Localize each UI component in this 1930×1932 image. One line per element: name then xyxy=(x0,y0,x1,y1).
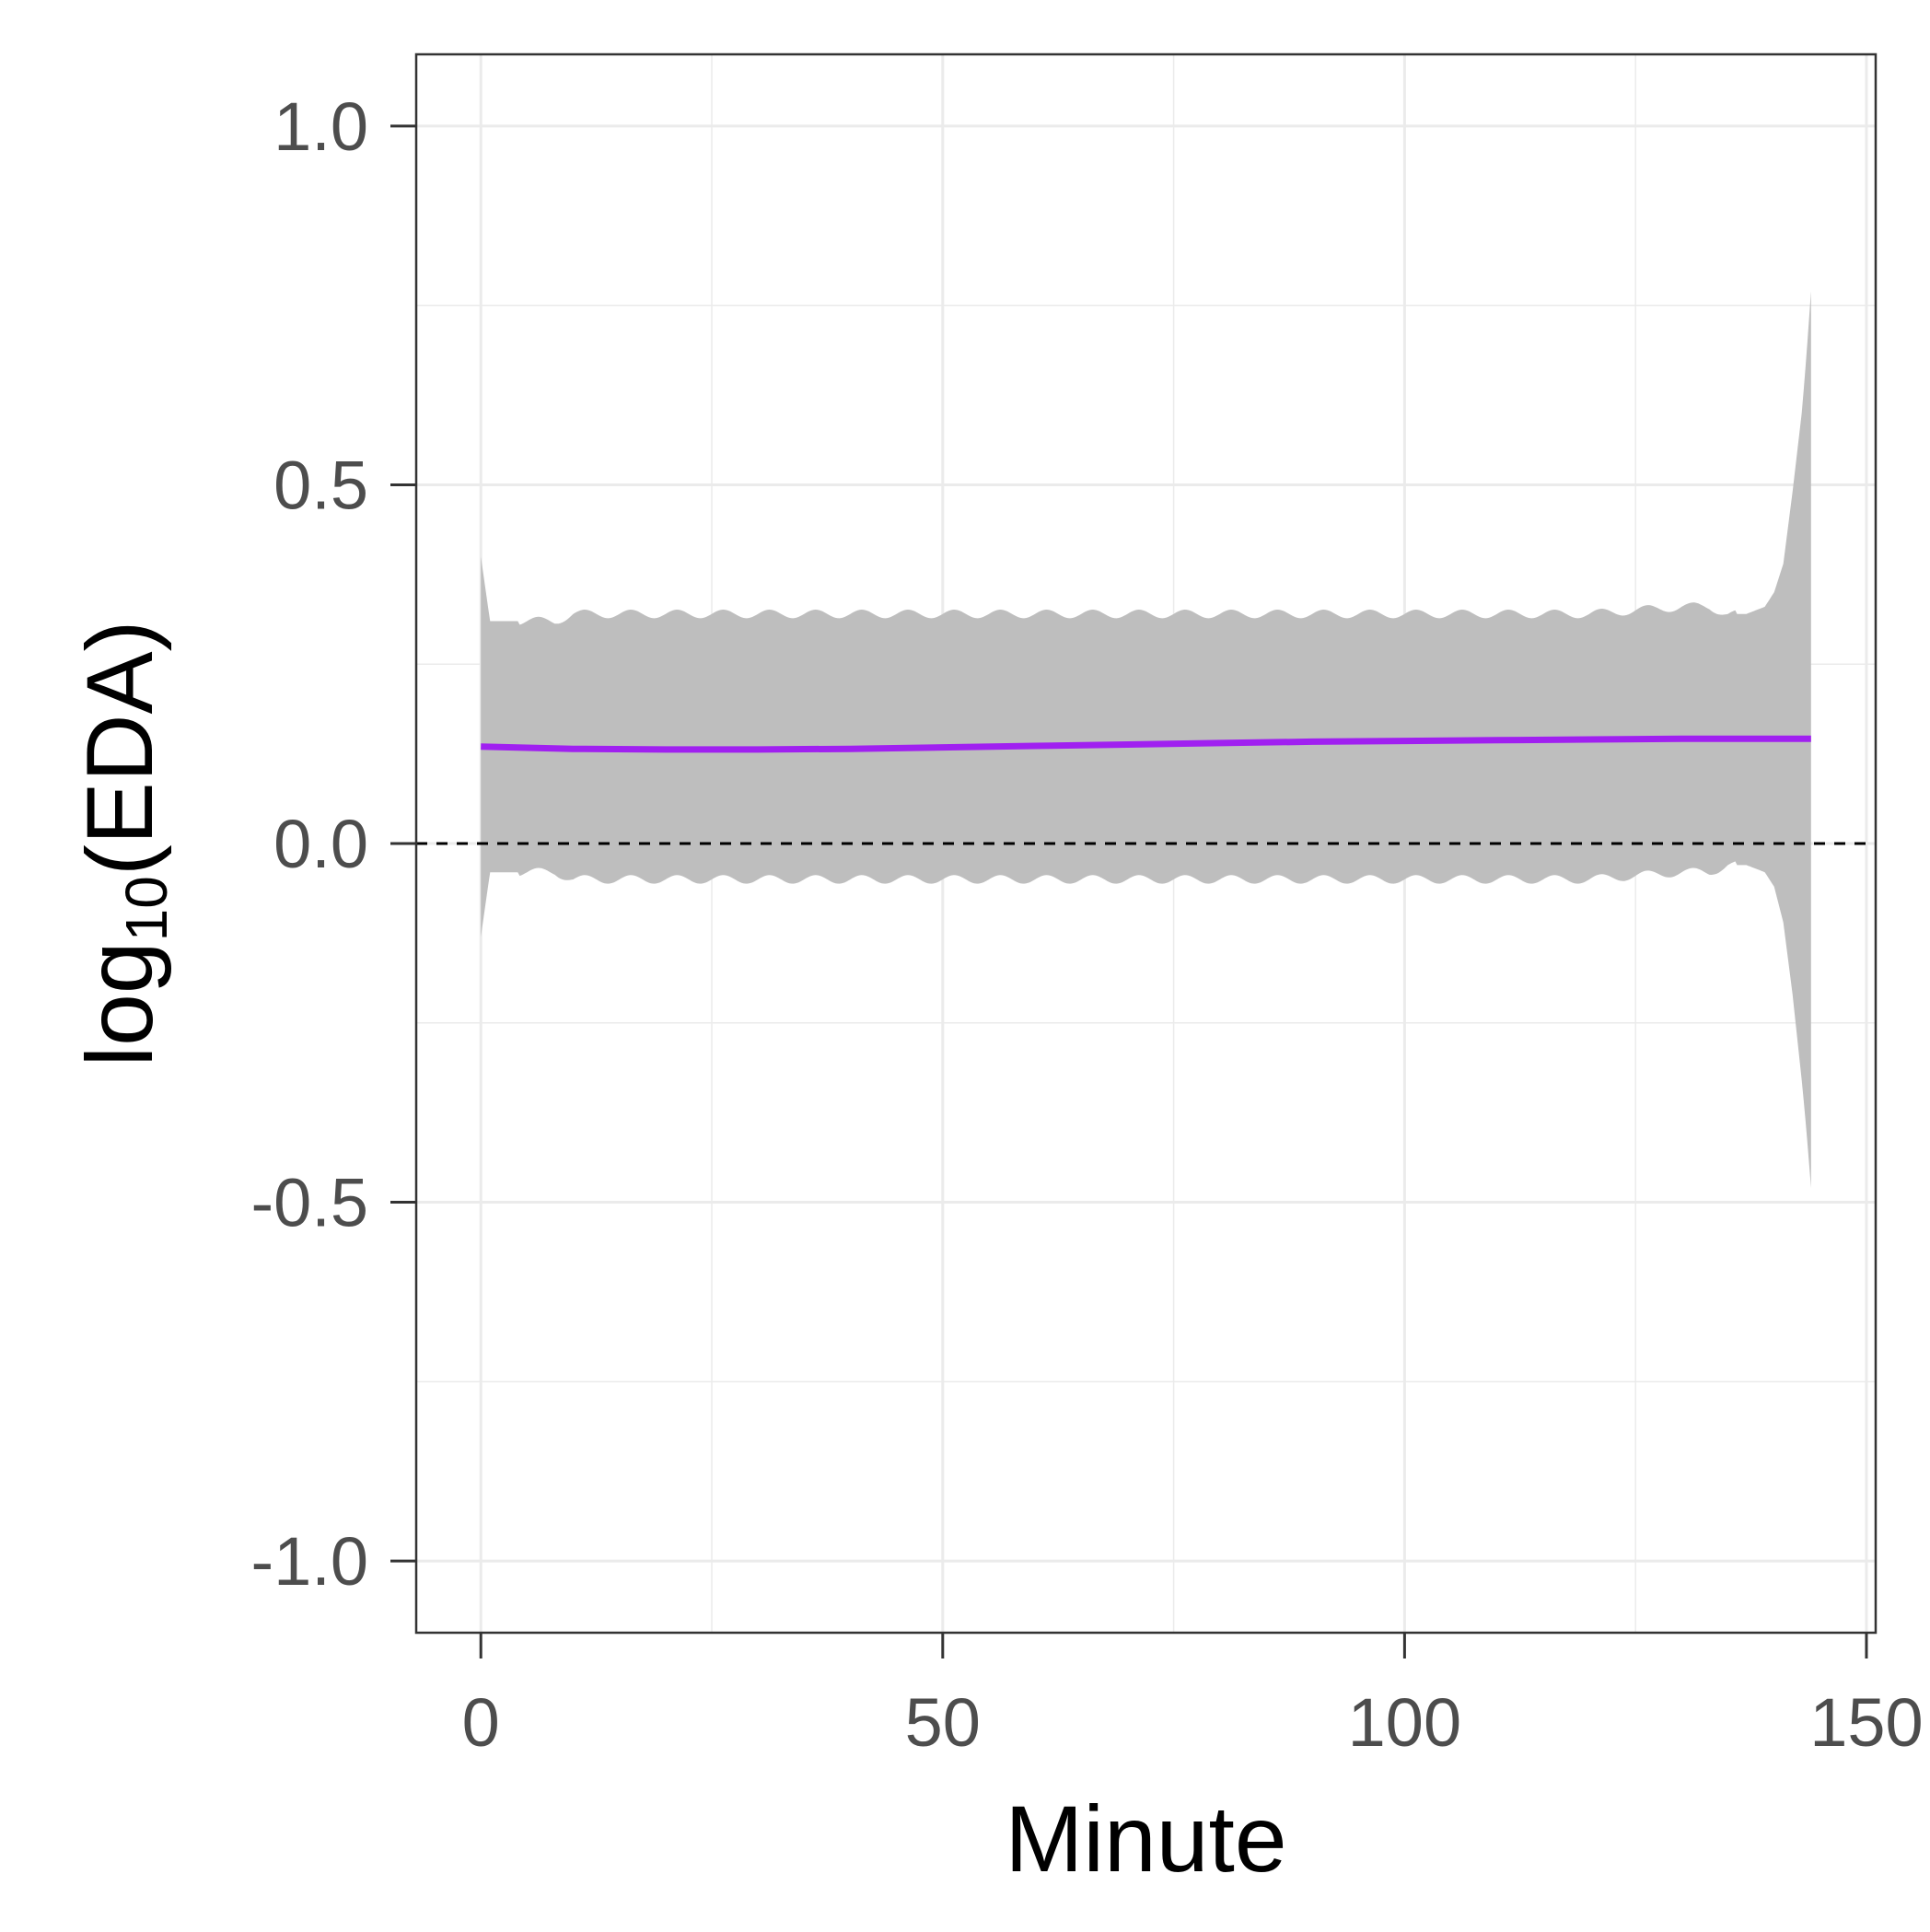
series-line xyxy=(481,735,1811,753)
tick-labels: 0 50 100 150 1.0 0.5 0.0 -0.5 -1.0 xyxy=(250,88,1923,1761)
y-tick-label: -0.5 xyxy=(250,1165,368,1241)
confidence-ribbon xyxy=(481,291,1811,1189)
y-tick-label: 0.5 xyxy=(273,447,368,523)
x-tick-label: 50 xyxy=(905,1684,981,1761)
x-tick-label: 0 xyxy=(462,1684,500,1761)
y-axis-title: log10(EDA) xyxy=(67,621,180,1067)
y-axis-title-suffix: (EDA) xyxy=(67,621,172,877)
y-tick-label: 1.0 xyxy=(273,88,368,165)
x-tick-label: 150 xyxy=(1809,1684,1923,1761)
y-axis-title-subscript: 10 xyxy=(113,876,180,941)
axis-ticks xyxy=(390,124,1868,1658)
y-tick-label: 0.0 xyxy=(273,806,368,882)
x-axis-title: Minute xyxy=(1005,1787,1286,1891)
x-tick-label: 100 xyxy=(1348,1684,1461,1761)
y-tick-label: -1.0 xyxy=(250,1523,368,1600)
y-axis-title-prefix: log xyxy=(67,941,172,1066)
